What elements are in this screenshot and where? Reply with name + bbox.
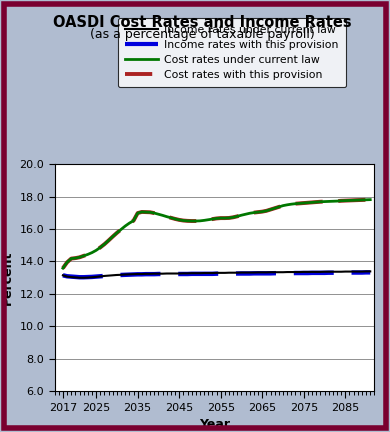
Legend: Income rates under current law, Income rates with this provision, Cost rates und: Income rates under current law, Income r…: [117, 18, 346, 87]
Y-axis label: Percent: Percent: [1, 251, 14, 305]
X-axis label: Year: Year: [199, 418, 230, 431]
Text: (as a percentage of taxable payroll): (as a percentage of taxable payroll): [90, 28, 315, 41]
Text: OASDI Cost Rates and Income Rates: OASDI Cost Rates and Income Rates: [53, 15, 352, 30]
